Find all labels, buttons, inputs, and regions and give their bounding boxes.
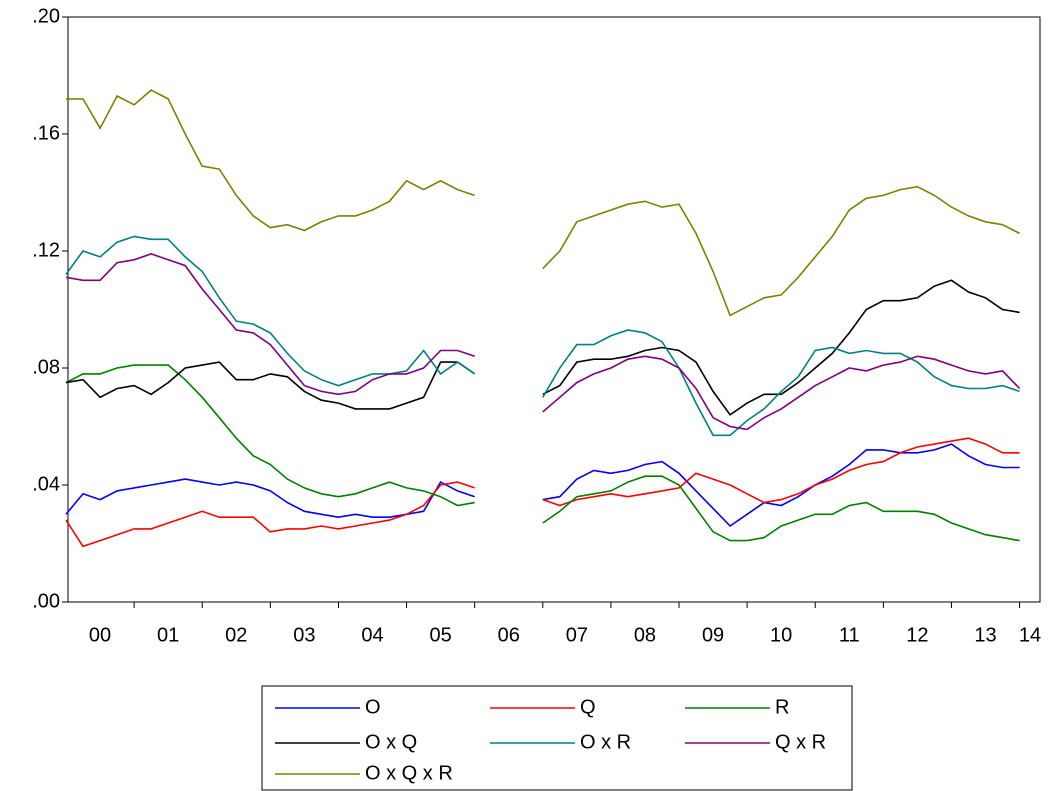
y-tick-label: .12: [32, 239, 60, 261]
y-tick-label: .08: [32, 356, 60, 378]
legend-label: O x Q x R: [365, 762, 453, 784]
x-tick-label: 00: [89, 624, 111, 646]
x-tick-label: 02: [225, 624, 247, 646]
y-tick-label: .00: [32, 590, 60, 612]
legend-label: Q x R: [775, 731, 826, 753]
legend-label: O x R: [580, 731, 631, 753]
x-tick-label: 05: [429, 624, 451, 646]
series-line: [65, 235, 1020, 437]
x-tick-label: 13: [974, 624, 996, 646]
y-tick-label: .20: [32, 5, 60, 27]
plot-frame: [67, 16, 1041, 603]
x-tick-label: 10: [770, 624, 792, 646]
legend-label: Q: [580, 696, 596, 718]
legend-box: [261, 685, 853, 791]
legend-label: R: [775, 696, 789, 718]
x-tick-label: 06: [498, 624, 520, 646]
legend-label: O: [365, 696, 381, 718]
legend-label: O x Q: [365, 731, 417, 753]
x-tick-label: 01: [157, 624, 179, 646]
y-tick-label: .16: [32, 122, 60, 144]
series-line: [65, 253, 1021, 431]
x-tick-label: 03: [293, 624, 315, 646]
series-line: [65, 279, 1020, 416]
series-line: [65, 437, 1020, 548]
x-tick-label: 08: [634, 624, 656, 646]
x-tick-label: 12: [906, 624, 928, 646]
y-tick-label: .04: [32, 473, 60, 495]
series-line: [66, 89, 1020, 317]
x-tick-label: 04: [361, 624, 383, 646]
x-tick-label: 07: [566, 624, 588, 646]
series-line: [65, 364, 1020, 542]
x-tick-label: 09: [702, 624, 724, 646]
x-tick-label: 11: [839, 624, 860, 646]
x-tick-label: 14: [1019, 624, 1041, 646]
